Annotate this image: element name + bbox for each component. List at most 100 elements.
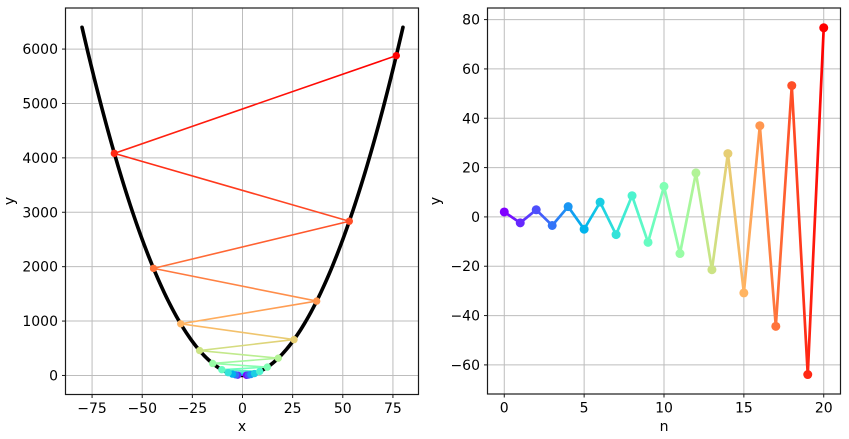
data-points <box>110 51 400 379</box>
x-tick-label: 25 <box>284 401 302 417</box>
path-segment <box>694 171 714 272</box>
tick-labels: 0 5 10 15 20 −60 −40 −20 0 20 40 60 80 <box>450 13 832 417</box>
data-point <box>149 264 158 273</box>
data-point <box>209 359 217 368</box>
y-tick-label: −20 <box>450 259 480 275</box>
path-segment <box>806 26 826 376</box>
data-point <box>627 191 637 201</box>
data-point <box>195 346 204 355</box>
path-segment <box>662 185 682 255</box>
path-segment <box>742 124 762 295</box>
data-point <box>787 81 797 91</box>
data-point <box>659 181 669 191</box>
path-segment <box>198 338 295 352</box>
x-tick-label: 50 <box>334 401 352 417</box>
path-segment <box>566 205 586 231</box>
y-tick-label: 2000 <box>22 260 58 276</box>
data-point <box>675 249 685 259</box>
colored-path <box>502 26 826 376</box>
data-point <box>771 321 781 331</box>
right-plot-ylabel: y <box>428 196 444 206</box>
data-point <box>531 205 541 215</box>
y-tick-label: 40 <box>462 111 480 127</box>
y-tick-label: 60 <box>462 62 480 78</box>
data-point <box>515 218 525 228</box>
path-segment <box>758 124 778 328</box>
data-point <box>263 363 272 371</box>
path-segment <box>582 200 602 231</box>
left-plot: −75 −50 −25 0 25 50 75 0 1000 2000 3000 4000 5000 600… <box>22 7 420 417</box>
tick-labels: −75 −50 −25 0 25 50 75 0 1000 2000 3000 4000 5000 600… <box>22 42 401 417</box>
path-segment <box>113 152 351 223</box>
path-segment <box>211 362 269 368</box>
data-point <box>547 220 557 230</box>
data-point <box>803 370 813 380</box>
data-point <box>819 23 829 33</box>
data-point <box>110 149 119 158</box>
path-segment <box>614 194 634 236</box>
data-point <box>723 149 733 159</box>
data-point <box>224 368 232 377</box>
data-point <box>218 365 226 374</box>
data-point <box>392 51 400 60</box>
left-plot-ylabel: y <box>2 196 18 206</box>
data-point <box>595 197 605 207</box>
path-segment <box>211 357 280 365</box>
y-tick-label: −60 <box>450 358 480 374</box>
path-segment <box>646 185 666 244</box>
data-point <box>177 320 185 328</box>
x-tick-label: 0 <box>500 401 509 417</box>
data-point <box>345 217 353 225</box>
grid <box>487 8 841 394</box>
path-segment <box>179 323 295 341</box>
y-tick-label: 0 <box>49 368 58 384</box>
x-tick-label: 20 <box>815 401 833 417</box>
path-segment <box>152 220 351 270</box>
data-point <box>312 297 321 305</box>
path-segment <box>630 194 650 244</box>
path-segment <box>152 267 318 302</box>
data-point <box>290 335 298 344</box>
data-points <box>499 23 829 380</box>
grid <box>65 8 419 395</box>
y-tick-label: 3000 <box>22 205 58 221</box>
data-point <box>579 224 589 234</box>
right-plot: 0 5 10 15 20 −60 −40 −20 0 20 40 60 80 <box>450 7 842 417</box>
y-tick-label: 0 <box>471 210 480 226</box>
data-point <box>499 207 509 217</box>
y-tick-label: −40 <box>450 309 480 325</box>
path-segment <box>774 84 794 328</box>
path-segment <box>179 300 318 325</box>
data-point <box>643 237 653 247</box>
axes-frame <box>486 7 842 395</box>
data-point <box>274 354 282 362</box>
y-tick-label: 5000 <box>22 96 58 112</box>
path-segment <box>113 54 398 155</box>
path-segment <box>726 152 746 295</box>
data-point <box>563 202 573 212</box>
x-tick-label: −75 <box>77 401 107 417</box>
data-point <box>256 367 264 376</box>
y-tick-label: 6000 <box>22 42 58 58</box>
x-tick-label: −25 <box>178 401 208 417</box>
path-segment <box>198 349 280 359</box>
data-point <box>755 121 765 131</box>
data-point <box>611 230 621 240</box>
path-segment <box>710 152 730 272</box>
y-tick-label: 1000 <box>22 314 58 330</box>
path-segment <box>598 200 618 236</box>
x-tick-label: 75 <box>384 401 402 417</box>
y-tick-label: 4000 <box>22 151 58 167</box>
data-point <box>691 168 701 178</box>
left-plot-xlabel: x <box>237 419 247 435</box>
data-point <box>707 265 717 275</box>
right-plot-xlabel: n <box>659 419 669 435</box>
x-tick-label: −50 <box>127 401 157 417</box>
y-tick-label: 20 <box>462 161 480 177</box>
y-tick-label: 80 <box>462 13 480 29</box>
x-tick-label: 5 <box>580 401 589 417</box>
axes-frame <box>64 7 420 396</box>
path-segment <box>790 84 810 376</box>
